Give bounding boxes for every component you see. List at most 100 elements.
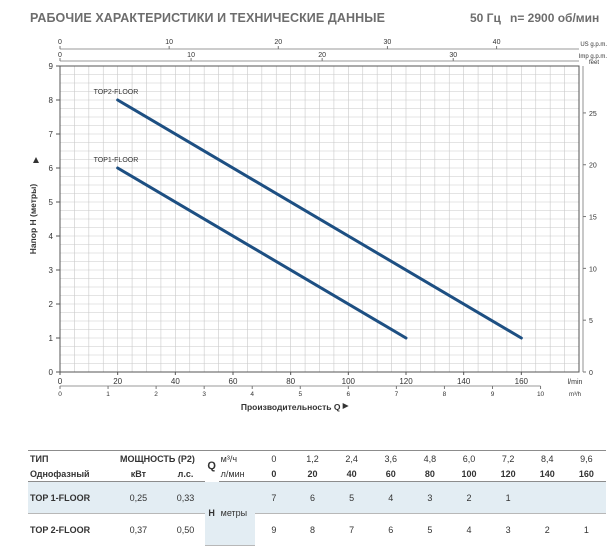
h-cell: 6 [292,481,333,514]
feet-tick-label: 10 [589,266,597,273]
y-tick-label: 0 [49,368,54,377]
h-cell: 7 [254,481,293,514]
m3h-tick-label: 0 [58,391,62,398]
kw-cell: 0,37 [129,524,148,535]
y-axis-arrow-icon [33,157,39,163]
m3h-tick-label: 5 [298,391,302,398]
q-m3h-cell: 3,6 [371,450,411,466]
imp-gpm-tick-label: 20 [318,52,326,59]
feet-axis-label: feet [589,60,599,66]
x-tick-label: 0 [58,377,63,386]
us-gpm-tick-label: 10 [165,39,173,46]
hp-header: л.с. [166,466,205,482]
y-tick-label: 3 [49,266,54,275]
x-axis-title: Производительность Q [241,402,341,412]
h-cell: 7 [349,524,355,535]
m3h-tick-label: 9 [491,391,495,398]
y-axis-title: Напор H (метры) [28,184,38,255]
plot-frame [59,65,580,373]
x-unit-label: l/min [568,379,583,386]
h-cell: 2 [544,524,550,535]
us-gpm-tick-label: 0 [58,39,62,46]
us-gpm-tick-label: 20 [274,39,282,46]
x-tick-label: 120 [399,377,413,386]
h-cell: 3 [505,524,511,535]
q-symbol: Q [204,450,219,482]
page-title: РАБОЧИЕ ХАРАКТЕРИСТИКИ И ТЕХНИЧЕСКИЕ ДАН… [30,11,386,25]
q-m3h-cell: 0 [254,450,293,466]
speed-label: n= 2900 об/мин [510,11,600,25]
h-cell: 6 [388,524,394,535]
feet-tick-label: 0 [589,370,593,377]
table-row: TOP 2-FLOOR 0,37 0,50 9 8 7 6 5 4 3 2 1 [28,514,606,546]
m3h-tick-label: 4 [250,391,254,398]
phase-header: Однофазный [28,466,111,482]
us-gpm-tick-label: 40 [493,39,501,46]
h-cell: 4 [466,524,472,535]
m3h-axis-label: m³/h [569,392,581,398]
kw-cell: 0,25 [110,481,167,514]
hp-cell: 0,33 [166,481,205,514]
x-tick-label: 140 [457,377,471,386]
q-lmin-cell: 100 [449,466,489,482]
h-cell [527,481,567,514]
q-m3h-cell: 7,2 [488,450,528,466]
kw-header: кВт [110,466,167,482]
h-cell: 9 [271,524,277,535]
table-header-row: Однофазный кВт л.с. л/мин 0 20 40 60 80 … [28,466,606,482]
us-gpm-axis-label: US g.p.m. [580,42,607,48]
q-m3h-cell: 8,4 [527,450,567,466]
y-tick-label: 7 [49,130,54,139]
h-cell: 1 [583,524,589,535]
type-header: ТИП [28,450,111,466]
h-cell [566,481,606,514]
q-lmin-cell: 60 [371,466,411,482]
x-tick-label: 160 [515,377,529,386]
x-tick-label: 100 [342,377,356,386]
power-header: МОЩНОСТЬ (P2) [110,450,205,466]
m3h-tick-label: 7 [395,391,399,398]
m3h-tick-label: 6 [347,391,351,398]
m3h-tick-label: 1 [106,391,110,398]
m3h-tick-label: 10 [537,391,545,398]
spec-table: ТИП МОЩНОСТЬ (P2) Q м³/ч 0 1,2 2,4 3,6 4… [28,450,606,546]
imp-gpm-axis-label: Imp g.p.m. [579,54,608,60]
lmin-label: л/мин [218,466,255,482]
q-m3h-cell: 1,2 [292,450,333,466]
h-unit-label: метры [218,481,255,546]
series-line-0 [116,98,523,340]
h-cell: 2 [449,481,489,514]
q-lmin-cell: 140 [527,466,567,482]
feet-tick-label: 25 [589,111,597,118]
h-cell: 8 [309,524,315,535]
series-label-0: TOP2-FLOOR [94,89,139,96]
h-cell: 5 [427,524,433,535]
table-row: TOP 1-FLOOR 0,25 0,33 H метры 7 6 5 4 3 … [28,481,606,546]
imp-gpm-tick-label: 30 [449,52,457,59]
series-line-1 [116,166,408,340]
hp-cell: 0,50 [176,524,195,535]
model-cell: TOP 2-FLOOR [30,524,91,535]
frequency-label: 50 Гц [470,11,501,25]
m3h-tick-label: 8 [443,391,447,398]
q-m3h-cell: 6,0 [449,450,489,466]
y-tick-label: 6 [49,164,54,173]
q-lmin-cell: 40 [332,466,372,482]
x-tick-label: 40 [171,377,180,386]
q-lmin-cell: 20 [292,466,333,482]
model-cell: TOP 1-FLOOR [28,481,111,514]
q-m3h-cell: 4,8 [410,450,450,466]
x-tick-label: 80 [286,377,295,386]
q-lmin-cell: 80 [410,466,450,482]
q-lmin-cell: 0 [254,466,293,482]
x-tick-label: 60 [229,377,238,386]
q-lmin-cell: 120 [488,466,528,482]
y-tick-label: 2 [49,300,54,309]
q-m3h-cell: 9,6 [566,450,606,466]
q-lmin-cell: 160 [566,466,606,482]
y-tick-label: 5 [49,198,54,207]
y-tick-label: 4 [49,232,54,241]
us-gpm-tick-label: 30 [384,39,392,46]
performance-chart: 0 10 20 30 40 US g.p.m.0 10 20 30 Imp g.p.m.01234… [28,39,608,412]
h-cell: 1 [488,481,528,514]
